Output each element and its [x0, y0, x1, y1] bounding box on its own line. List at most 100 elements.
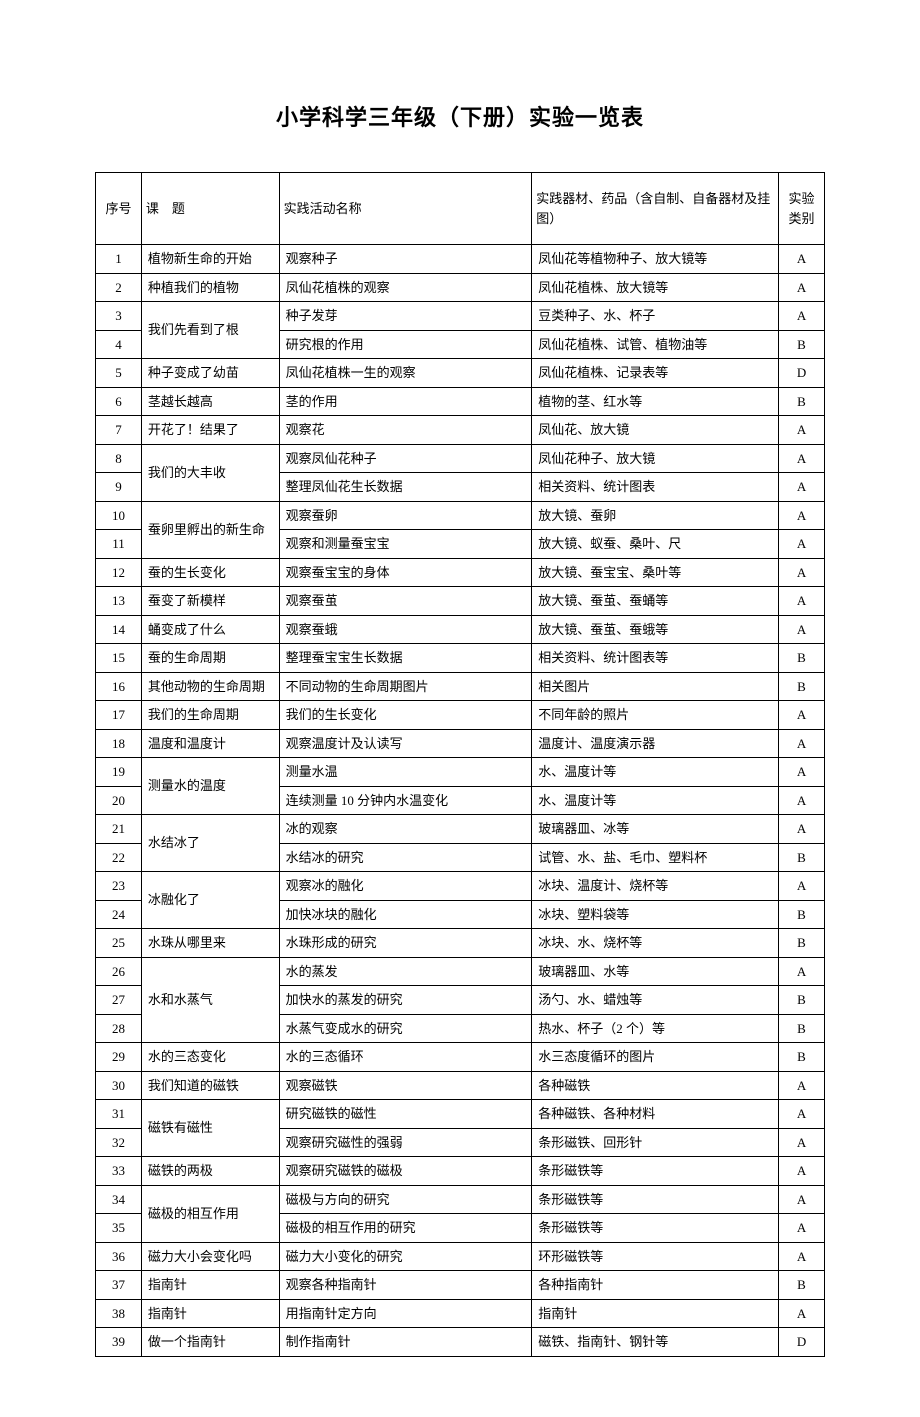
cell-material: 水三态度循环的图片 — [532, 1043, 779, 1072]
cell-type: B — [779, 1271, 825, 1300]
cell-num: 25 — [96, 929, 142, 958]
cell-num: 23 — [96, 872, 142, 901]
table-row: 2种植我们的植物凤仙花植株的观察凤仙花植株、放大镜等A — [96, 273, 825, 302]
cell-type: B — [779, 986, 825, 1015]
cell-topic: 测量水的温度 — [141, 758, 279, 815]
cell-activity: 用指南针定方向 — [279, 1299, 532, 1328]
table-row: 14蛹变成了什么观察蚕蛾放大镜、蚕茧、蚕蛾等A — [96, 615, 825, 644]
cell-activity: 观察蚕蛾 — [279, 615, 532, 644]
cell-topic: 蚕的生命周期 — [141, 644, 279, 673]
cell-activity: 凤仙花植株的观察 — [279, 273, 532, 302]
cell-activity: 水结冰的研究 — [279, 843, 532, 872]
cell-type: A — [779, 1242, 825, 1271]
cell-num: 33 — [96, 1157, 142, 1186]
cell-topic: 开花了！结果了 — [141, 416, 279, 445]
page-title: 小学科学三年级（下册）实验一览表 — [95, 100, 825, 132]
cell-activity: 水珠形成的研究 — [279, 929, 532, 958]
cell-num: 24 — [96, 900, 142, 929]
cell-type: A — [779, 444, 825, 473]
cell-material: 放大镜、蚕茧、蚕蛾等 — [532, 615, 779, 644]
cell-type: A — [779, 530, 825, 559]
cell-type: B — [779, 843, 825, 872]
cell-activity: 整理凤仙花生长数据 — [279, 473, 532, 502]
table-row: 7开花了！结果了观察花凤仙花、放大镜A — [96, 416, 825, 445]
cell-material: 试管、水、盐、毛巾、塑料杯 — [532, 843, 779, 872]
header-type: 实验类别 — [779, 173, 825, 245]
cell-type: B — [779, 387, 825, 416]
cell-type: A — [779, 1299, 825, 1328]
cell-type: B — [779, 1014, 825, 1043]
cell-material: 磁铁、指南针、钢针等 — [532, 1328, 779, 1357]
cell-num: 11 — [96, 530, 142, 559]
cell-num: 29 — [96, 1043, 142, 1072]
cell-type: A — [779, 1128, 825, 1157]
cell-num: 14 — [96, 615, 142, 644]
cell-type: A — [779, 1100, 825, 1129]
cell-num: 38 — [96, 1299, 142, 1328]
cell-num: 8 — [96, 444, 142, 473]
cell-material: 凤仙花植株、放大镜等 — [532, 273, 779, 302]
cell-num: 1 — [96, 245, 142, 274]
table-row: 25水珠从哪里来水珠形成的研究冰块、水、烧杯等B — [96, 929, 825, 958]
cell-material: 相关资料、统计图表 — [532, 473, 779, 502]
cell-num: 15 — [96, 644, 142, 673]
cell-topic: 我们的大丰收 — [141, 444, 279, 501]
experiment-table: 序号 课 题 实践活动名称 实践器材、药品（含自制、自备器材及挂图） 实验类别 … — [95, 172, 825, 1357]
cell-activity: 观察磁铁 — [279, 1071, 532, 1100]
cell-type: A — [779, 872, 825, 901]
cell-type: A — [779, 1185, 825, 1214]
cell-type: A — [779, 273, 825, 302]
cell-topic: 磁极的相互作用 — [141, 1185, 279, 1242]
cell-material: 放大镜、蚕卵 — [532, 501, 779, 530]
cell-type: A — [779, 815, 825, 844]
cell-num: 36 — [96, 1242, 142, 1271]
cell-material: 温度计、温度演示器 — [532, 729, 779, 758]
cell-type: A — [779, 786, 825, 815]
cell-topic: 磁铁的两极 — [141, 1157, 279, 1186]
cell-topic: 我们知道的磁铁 — [141, 1071, 279, 1100]
cell-activity: 观察花 — [279, 416, 532, 445]
cell-material: 凤仙花种子、放大镜 — [532, 444, 779, 473]
cell-num: 31 — [96, 1100, 142, 1129]
table-row: 30我们知道的磁铁观察磁铁各种磁铁A — [96, 1071, 825, 1100]
cell-activity: 加快水的蒸发的研究 — [279, 986, 532, 1015]
cell-type: A — [779, 1214, 825, 1243]
cell-type: B — [779, 672, 825, 701]
cell-type: B — [779, 929, 825, 958]
cell-material: 冰块、水、烧杯等 — [532, 929, 779, 958]
cell-activity: 观察各种指南针 — [279, 1271, 532, 1300]
table-row: 10蚕卵里孵出的新生命观察蚕卵放大镜、蚕卵A — [96, 501, 825, 530]
cell-type: A — [779, 1071, 825, 1100]
cell-material: 植物的茎、红水等 — [532, 387, 779, 416]
cell-type: A — [779, 245, 825, 274]
cell-topic: 指南针 — [141, 1299, 279, 1328]
cell-activity: 研究磁铁的磁性 — [279, 1100, 532, 1129]
cell-activity: 连续测量 10 分钟内水温变化 — [279, 786, 532, 815]
cell-activity: 茎的作用 — [279, 387, 532, 416]
cell-activity: 水的三态循环 — [279, 1043, 532, 1072]
cell-num: 17 — [96, 701, 142, 730]
cell-material: 水、温度计等 — [532, 758, 779, 787]
cell-material: 不同年龄的照片 — [532, 701, 779, 730]
cell-num: 34 — [96, 1185, 142, 1214]
cell-type: D — [779, 1328, 825, 1357]
cell-topic: 冰融化了 — [141, 872, 279, 929]
table-row: 38指南针用指南针定方向指南针A — [96, 1299, 825, 1328]
cell-activity: 观察种子 — [279, 245, 532, 274]
cell-num: 9 — [96, 473, 142, 502]
cell-material: 各种磁铁 — [532, 1071, 779, 1100]
cell-material: 凤仙花植株、记录表等 — [532, 359, 779, 388]
cell-activity: 冰的观察 — [279, 815, 532, 844]
table-row: 3我们先看到了根种子发芽豆类种子、水、杯子A — [96, 302, 825, 331]
table-row: 21水结冰了冰的观察玻璃器皿、冰等A — [96, 815, 825, 844]
cell-topic: 我们先看到了根 — [141, 302, 279, 359]
table-row: 26水和水蒸气水的蒸发玻璃器皿、水等A — [96, 957, 825, 986]
cell-material: 条形磁铁等 — [532, 1185, 779, 1214]
cell-material: 放大镜、蚁蚕、桑叶、尺 — [532, 530, 779, 559]
cell-topic: 茎越长越高 — [141, 387, 279, 416]
header-topic: 课 题 — [141, 173, 279, 245]
table-row: 6茎越长越高茎的作用植物的茎、红水等B — [96, 387, 825, 416]
table-row: 29水的三态变化水的三态循环水三态度循环的图片B — [96, 1043, 825, 1072]
table-row: 36磁力大小会变化吗磁力大小变化的研究环形磁铁等A — [96, 1242, 825, 1271]
cell-activity: 观察冰的融化 — [279, 872, 532, 901]
